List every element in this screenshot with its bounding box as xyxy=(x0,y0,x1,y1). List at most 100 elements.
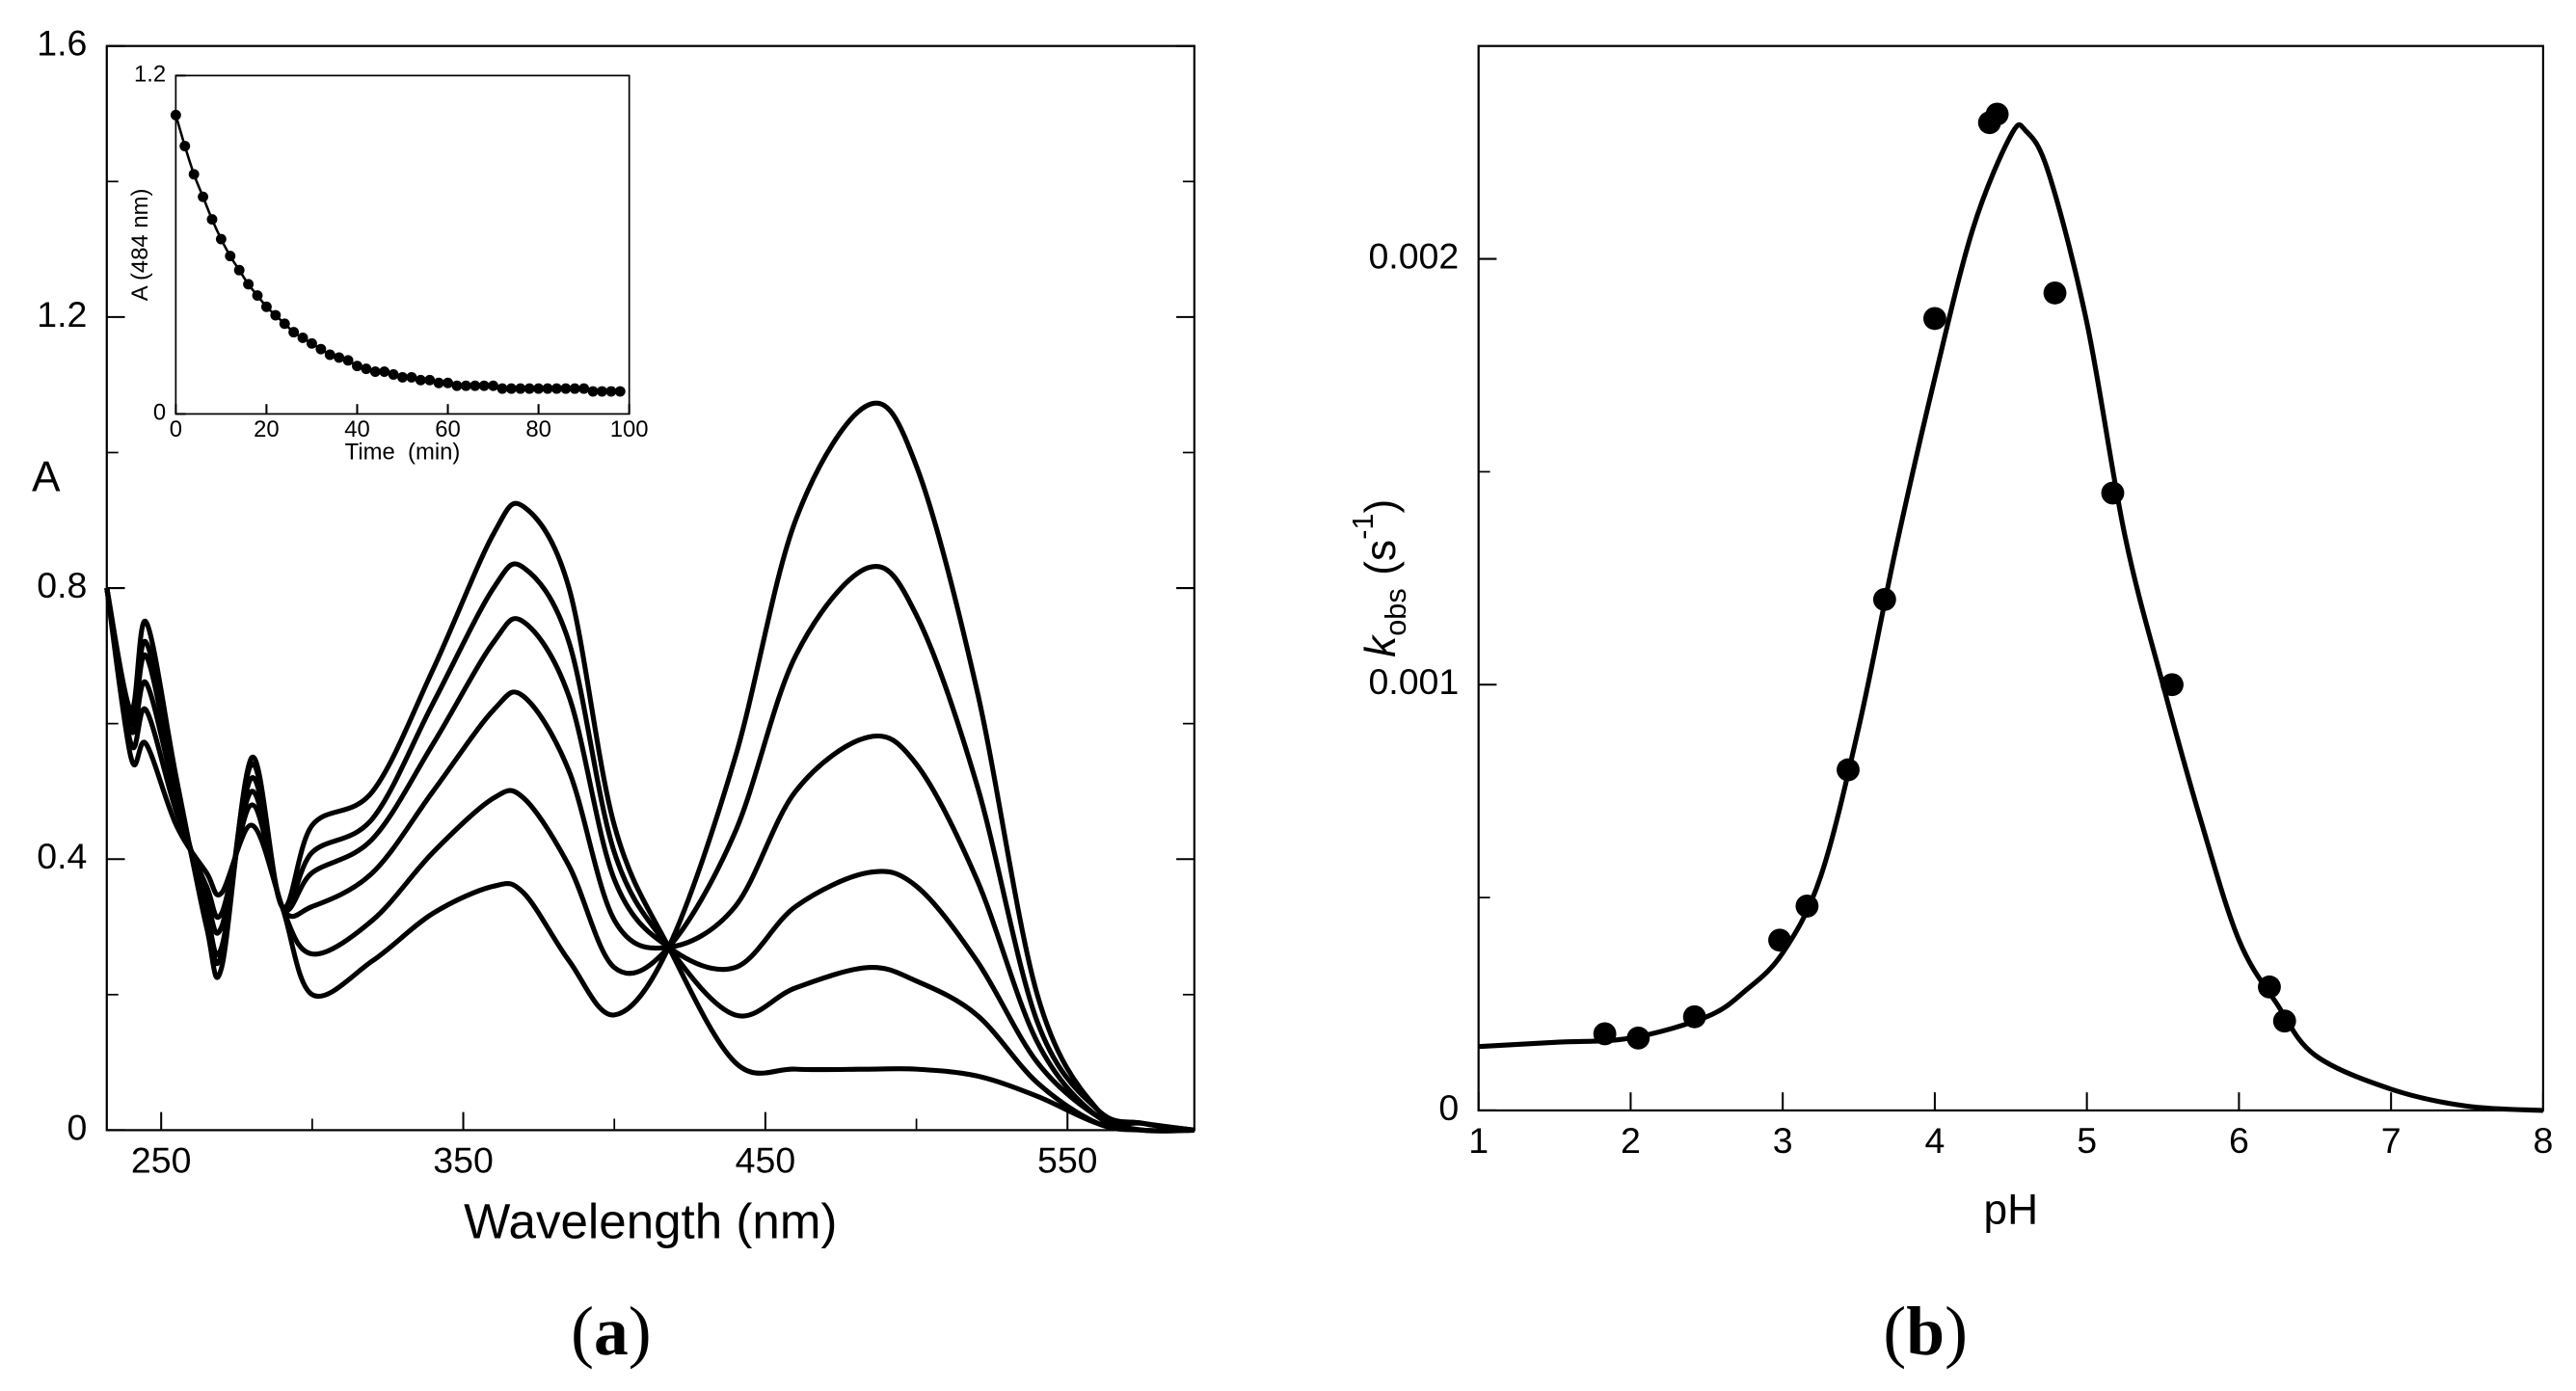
caption: (a) xyxy=(571,1294,651,1370)
x-tick-label: 350 xyxy=(433,1139,494,1180)
data-point xyxy=(505,383,517,394)
y-tick-label: 0 xyxy=(1438,1087,1459,1128)
data-point xyxy=(2043,281,2067,305)
x-tick-label: 3 xyxy=(1773,1120,1793,1161)
data-point xyxy=(587,386,599,397)
data-point xyxy=(279,318,290,330)
data-point xyxy=(478,380,490,391)
data-point xyxy=(533,383,545,394)
y-label-exponent: -1 xyxy=(1347,514,1380,540)
data-point xyxy=(215,233,227,245)
y-tick-label: 1.2 xyxy=(134,62,166,88)
x-tick-label: 4 xyxy=(1924,1120,1945,1161)
x-tick-label: 0 xyxy=(170,416,182,442)
data-point xyxy=(1985,102,2009,126)
data-point xyxy=(352,361,362,372)
x-axis-label: Time (min) xyxy=(345,440,461,466)
data-point xyxy=(1922,307,1946,331)
y-label-symbol: k xyxy=(1357,633,1405,657)
data-point xyxy=(260,301,272,312)
x-tick-label: 6 xyxy=(2229,1120,2249,1161)
x-tick-label: 2 xyxy=(1621,1120,1641,1161)
x-axis-label: Wavelength (nm) xyxy=(464,1194,837,1249)
data-point xyxy=(1837,758,1860,782)
y-axis-label: A xyxy=(32,453,61,500)
caption-letter: b xyxy=(1906,1294,1945,1370)
x-tick-label: 1 xyxy=(1468,1120,1489,1161)
y-label-close: ) xyxy=(1357,499,1405,514)
panel: 0 1.2 0 20 40 60 80 100 Time (min) A (484 nm) xyxy=(127,62,649,466)
data-point xyxy=(179,141,191,151)
data-point xyxy=(406,371,417,383)
data-point xyxy=(252,290,263,302)
x-tick-label: 80 xyxy=(525,416,551,442)
caption-open: ( xyxy=(1883,1294,1906,1370)
y-tick-label: 1.2 xyxy=(37,294,87,334)
y-axis-label: kobs (s-1) xyxy=(1347,499,1412,657)
spectrum-line xyxy=(104,564,1195,1133)
data-point xyxy=(451,380,463,391)
data-point xyxy=(496,383,508,394)
x-tick-label: 20 xyxy=(254,416,280,442)
data-point xyxy=(433,377,444,388)
x-tick-label: 550 xyxy=(1037,1139,1098,1180)
x-tick-label: 5 xyxy=(2077,1120,2097,1161)
data-point xyxy=(2258,975,2281,999)
x-tick-label: 7 xyxy=(2381,1120,2402,1161)
spectrum-line xyxy=(104,400,1195,1133)
data-point xyxy=(1768,928,1791,952)
data-point xyxy=(614,386,626,397)
data-point xyxy=(1626,1026,1650,1050)
x-tick-label: 8 xyxy=(2533,1120,2553,1161)
y-tick-label: 0.4 xyxy=(37,836,87,876)
y-axis-label: A (484 nm) xyxy=(127,189,153,302)
data-point xyxy=(233,264,245,276)
y-label-subscript: obs xyxy=(1380,588,1412,635)
data-point xyxy=(2272,1009,2296,1033)
x-tick-label: 250 xyxy=(131,1139,192,1180)
y-tick-label: 1.6 xyxy=(37,23,87,64)
data-point xyxy=(369,366,381,377)
data-point xyxy=(361,363,372,375)
data-point xyxy=(488,380,499,391)
caption-close: ) xyxy=(1945,1294,1968,1370)
data-point xyxy=(288,327,300,338)
data-point xyxy=(270,309,282,321)
data-point xyxy=(1593,1022,1617,1046)
caption-open: ( xyxy=(571,1294,594,1370)
data-point xyxy=(188,169,200,180)
data-point xyxy=(1872,587,1896,611)
y-tick-label: 0.001 xyxy=(1368,661,1459,702)
data-point xyxy=(315,343,327,355)
data-point xyxy=(470,380,481,391)
caption-letter: a xyxy=(594,1294,629,1370)
data-point xyxy=(297,332,309,343)
x-axis-label: pH xyxy=(1983,1186,2038,1233)
spectrum-line xyxy=(104,500,1194,1134)
data-point xyxy=(306,337,317,349)
y-tick-label: 0.8 xyxy=(37,565,87,605)
data-point xyxy=(515,383,526,394)
data-point xyxy=(324,349,335,361)
caption: (b) xyxy=(1883,1294,1968,1370)
data-point xyxy=(225,251,236,262)
y-label-unit: (s xyxy=(1357,540,1405,575)
y-tick-label: 0 xyxy=(67,1107,87,1147)
data-point xyxy=(397,371,408,383)
data-point xyxy=(443,377,453,388)
x-tick-label: 60 xyxy=(435,416,461,442)
y-tick-label: 0.002 xyxy=(1368,235,1459,276)
data-point xyxy=(605,386,617,397)
data-point xyxy=(424,374,436,386)
data-point xyxy=(569,383,580,394)
x-tick-label: 100 xyxy=(610,416,649,442)
data-point xyxy=(334,352,345,363)
data-point xyxy=(523,383,535,394)
data-point xyxy=(578,383,590,394)
caption-close: ) xyxy=(629,1294,652,1370)
data-point xyxy=(596,386,607,397)
data-point xyxy=(542,383,553,394)
